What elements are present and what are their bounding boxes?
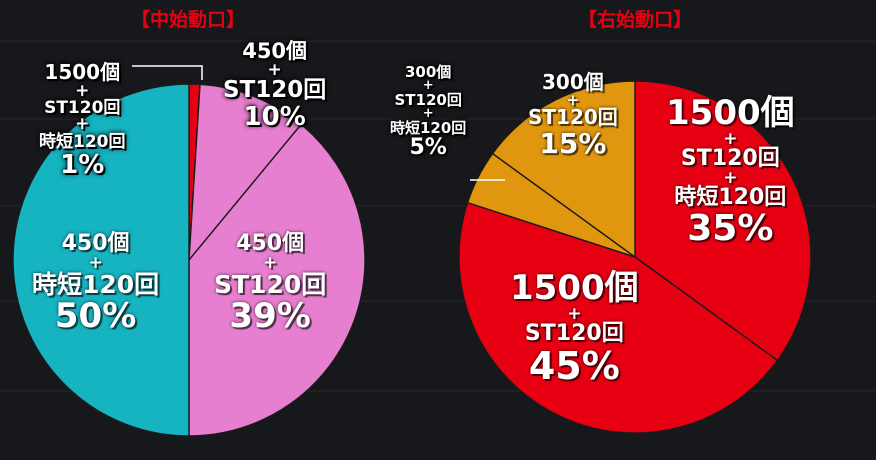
- slice-text-line: ST120回: [214, 270, 327, 300]
- pie-right-label-3: 300個 + ST120回 15%: [528, 70, 618, 160]
- slice-text-line: +: [75, 114, 90, 135]
- slice-percent-label: 15%: [539, 126, 607, 160]
- slice-text-line: +: [267, 59, 282, 80]
- slice-percent-label: 1%: [60, 149, 105, 180]
- slice-text-line: ST120回: [223, 76, 327, 103]
- pie-center-label-1: 450個 + ST120回 10%: [223, 40, 326, 131]
- slice-text-line: ST120回: [44, 97, 121, 118]
- slice-text-line: ST120回: [524, 321, 624, 347]
- slice-percent-label: 10%: [243, 101, 306, 132]
- slice-text-line: ST120回: [394, 90, 462, 109]
- chart-title-center: 【中始動口】: [130, 9, 245, 31]
- slice-text-line: 450個: [61, 231, 130, 256]
- pie-center-slice-3: [12, 83, 190, 437]
- slice-text-line: 1500個: [44, 60, 121, 84]
- slice-text-line: +: [263, 252, 278, 273]
- pie-right-slice-1: [458, 201, 779, 434]
- slice-text-line: +: [75, 80, 90, 101]
- slice-text-line: +: [422, 106, 434, 122]
- slice-text-line: ST120回: [680, 146, 780, 172]
- slice-text-line: 450個: [236, 231, 305, 256]
- chart-title-right: 【右始動口】: [577, 9, 692, 31]
- pie-center-leader-0: [132, 65, 203, 80]
- slice-text-line: ST120回: [528, 105, 618, 130]
- slice-percent-label: 39%: [229, 296, 311, 337]
- pie-center-label-0: 1500個 + ST120回 + 時短120回 1%: [39, 60, 126, 180]
- slice-text-line: 時短120回: [32, 270, 160, 300]
- pie-right-label-1: 1500個 + ST120回 45%: [510, 270, 639, 387]
- slice-text-line: +: [88, 252, 103, 273]
- slice-percent-label: 5%: [409, 135, 447, 161]
- slice-text-line: +: [566, 90, 580, 109]
- slice-text-line: +: [422, 78, 434, 94]
- slice-text-line: +: [723, 167, 738, 188]
- slice-text-line: 1500個: [510, 268, 639, 308]
- slice-text-line: 300個: [542, 70, 604, 94]
- slice-percent-label: 45%: [528, 343, 620, 388]
- slice-text-line: +: [723, 128, 738, 149]
- pie-center-label-2: 450個 + ST120回 39%: [214, 232, 326, 335]
- pie-right-slice-3: [491, 80, 636, 259]
- slice-percent-label: 35%: [687, 207, 774, 249]
- slice-text-line: 時短120回: [390, 118, 467, 137]
- pie-right-label-0: 1500個 + ST120回 + 時短120回 35%: [666, 95, 795, 249]
- slice-text-line: 450個: [242, 39, 308, 63]
- pie-center-label-3: 450個 + 時短120回 50%: [32, 232, 159, 335]
- slice-text-line: +: [567, 303, 582, 324]
- pie-right-slice-0: [634, 80, 812, 362]
- slice-text-line: 1500個: [666, 93, 795, 133]
- pie-right-label-2: 300個 + ST120回 + 時短120回 5%: [390, 64, 466, 160]
- pie-center-slice-2: [188, 123, 366, 437]
- slice-text-line: 時短120回: [39, 131, 126, 152]
- slice-percent-label: 50%: [54, 296, 137, 337]
- pie-center-slice-1: [188, 83, 303, 263]
- slice-text-line: 300個: [405, 63, 452, 81]
- slice-text-line: 時短120回: [674, 185, 787, 211]
